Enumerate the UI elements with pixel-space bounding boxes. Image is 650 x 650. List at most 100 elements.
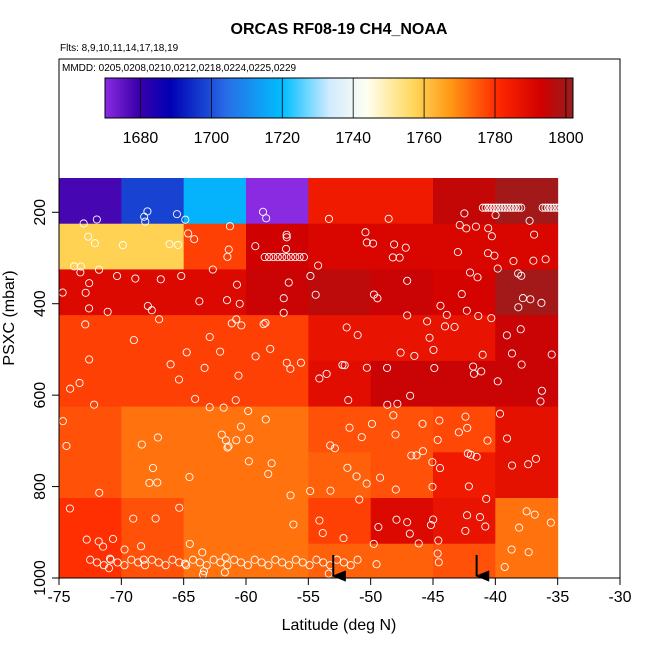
sample-point [234, 371, 243, 380]
sample-point [221, 553, 230, 562]
sample-point [475, 513, 485, 522]
x-axis-label: Latitude (deg N) [282, 617, 397, 634]
sample-point [471, 222, 480, 231]
y-tick-label: 200 [32, 199, 49, 226]
sample-point [373, 294, 382, 303]
sample-point [286, 253, 295, 262]
sample-point [315, 374, 324, 383]
sample-point [244, 457, 253, 466]
y-axis: 200 400 600 800 1000 [32, 199, 59, 596]
sample-point [403, 276, 412, 285]
heatmap-cell [308, 178, 372, 225]
sample-point [265, 253, 274, 262]
heatmap-cell [183, 360, 247, 408]
sample-point [198, 548, 207, 557]
sample-point [217, 430, 226, 439]
sample-point [516, 325, 525, 334]
sample-point [517, 360, 526, 369]
sample-point [517, 203, 526, 212]
sample-point [113, 271, 122, 281]
sample-point [487, 232, 496, 241]
sample-point [498, 203, 507, 212]
sample-point [92, 558, 102, 567]
sample-point [529, 256, 538, 265]
sample-point [393, 399, 402, 408]
heatmap-cell [495, 269, 559, 316]
sample-point [208, 265, 217, 274]
sample-point [388, 253, 397, 262]
heatmap-cell [183, 223, 247, 270]
sample-point [429, 345, 438, 354]
sample-point [429, 515, 438, 524]
sample-point [299, 253, 309, 262]
heatmap-cell [308, 452, 372, 499]
sample-point [322, 369, 331, 378]
sample-point [552, 203, 561, 212]
heatmap-cell [59, 498, 122, 545]
x-tick-label: -35 [546, 589, 569, 606]
sample-point [108, 534, 118, 543]
sample-point [175, 558, 184, 567]
sample-point [220, 568, 229, 577]
colorbar [104, 77, 574, 119]
sample-point [433, 435, 442, 444]
sample-point [526, 295, 535, 304]
sample-point [546, 203, 555, 212]
sample-point [140, 561, 150, 570]
heatmap-cell [59, 315, 122, 362]
sample-point [495, 203, 504, 212]
sample-point [530, 230, 539, 239]
y-axis-label: PSXC (mbar) [1, 270, 18, 365]
sample-point [568, 203, 577, 212]
sample-point [353, 555, 362, 564]
sample-point [260, 253, 269, 262]
sample-point [482, 494, 491, 503]
sample-point [507, 349, 517, 358]
sample-point [141, 217, 150, 226]
sample-point [345, 423, 354, 432]
sample-point [282, 358, 291, 367]
sample-point [129, 514, 138, 523]
sample-point [223, 561, 232, 570]
heatmap-cell [121, 543, 185, 579]
sample-point [79, 219, 88, 228]
sample-point [461, 526, 470, 535]
sample-point [264, 469, 273, 478]
sample-point [343, 463, 352, 472]
sample-point [232, 280, 242, 289]
sample-point [492, 203, 501, 212]
sample-point [483, 249, 493, 258]
heatmap-cell [433, 223, 496, 270]
sample-point [503, 434, 512, 443]
heatmap-cell [246, 223, 309, 270]
sample-point [262, 214, 271, 223]
sample-point [507, 545, 516, 554]
sample-point [412, 451, 421, 460]
sample-point [222, 296, 232, 305]
sample-point [541, 203, 550, 212]
sample-point [75, 378, 84, 388]
sample-point [455, 221, 464, 230]
sample-point [168, 555, 177, 564]
sample-point [426, 520, 435, 530]
heatmap-cell [59, 543, 122, 579]
sample-point [230, 555, 239, 564]
sample-point [147, 306, 156, 315]
sample-point [257, 558, 266, 567]
sample-point [324, 214, 334, 223]
y-tick-label: 400 [32, 290, 49, 317]
sample-point [314, 261, 323, 270]
sample-point [481, 203, 490, 212]
sample-point [264, 561, 273, 570]
sample-point [225, 222, 235, 231]
heatmap-cell [121, 315, 185, 362]
heatmap-cell [433, 498, 496, 545]
sample-point [405, 529, 414, 538]
sample-points [58, 203, 580, 579]
heatmap-cell [59, 452, 122, 499]
sample-point [289, 520, 298, 529]
sample-point [153, 433, 162, 442]
sample-point [145, 478, 154, 487]
sample-point [319, 558, 328, 567]
sample-point [318, 529, 327, 538]
